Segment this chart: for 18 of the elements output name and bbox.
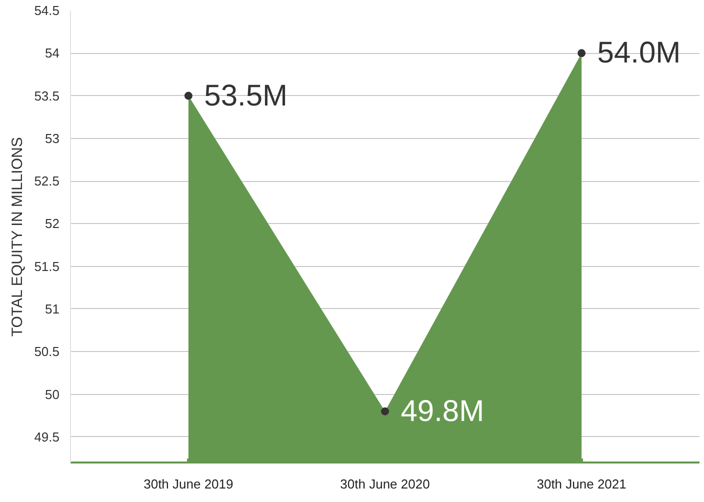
y-tick-label: 54.5 <box>34 3 60 18</box>
y-tick-label: 53 <box>45 130 60 146</box>
data-label: 53.5M <box>204 79 288 112</box>
y-tick-label: 51.5 <box>34 258 60 274</box>
y-tick-label: 54 <box>45 46 60 61</box>
y-tick-label: 53.5 <box>34 88 60 104</box>
x-tick-label: 30th June 2019 <box>144 476 234 492</box>
y-tick-label: 49.5 <box>34 429 60 444</box>
y-tick-label: 51 <box>45 301 60 316</box>
x-tick-label: 30th June 2021 <box>536 476 626 492</box>
y-axis-title: TOTAL EQUITY IN MILLIONS <box>9 137 26 337</box>
y-tick-label: 52.5 <box>34 174 60 189</box>
data-label: 49.8M <box>400 394 484 428</box>
y-tick-label: 50 <box>45 386 60 402</box>
y-tick-label: 52 <box>45 216 60 232</box>
y-tick-label: 50.5 <box>34 344 60 360</box>
data-label: 54.0M <box>597 36 681 70</box>
x-tick-label: 30th June 2020 <box>340 476 430 492</box>
